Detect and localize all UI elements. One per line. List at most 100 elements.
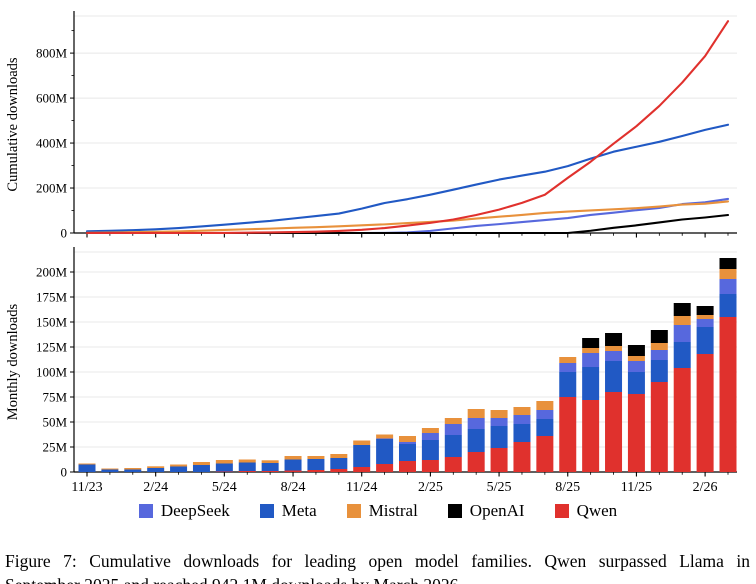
bar-segment [559, 363, 577, 372]
bar-segment [605, 351, 623, 361]
legend-swatch-deepseek [138, 504, 153, 518]
bar-segment [673, 368, 691, 472]
bar-segment [627, 394, 645, 472]
bar-segment [376, 438, 394, 439]
bar-segment [444, 418, 462, 424]
bar-segment [605, 361, 623, 392]
bar-segment [421, 433, 439, 440]
cumulative-downloads-chart: 0 200M 400M 600M 800M Cumulative downloads [5, 11, 737, 241]
caption-line-1: Figure 7: Cumulative downloads for leadi… [5, 550, 750, 571]
y-tick-label: 150M [36, 315, 68, 330]
bar-segment [490, 426, 508, 448]
bar-segment [536, 410, 554, 419]
bar-segment [101, 468, 119, 470]
bar-segment [559, 372, 577, 397]
bar-segment [696, 319, 714, 327]
bar-segment [284, 459, 302, 471]
bar-segment [170, 464, 188, 467]
x-tick-label: 11/24 [346, 480, 377, 495]
bar-segment [696, 306, 714, 315]
y-tick-label: 0 [61, 226, 68, 241]
bar-segment [284, 456, 302, 460]
bar-segment [467, 429, 485, 452]
bar-segment [627, 345, 645, 356]
bar-segment [307, 456, 325, 459]
bar-segment [719, 269, 737, 279]
bar-segment [421, 440, 439, 460]
bar-segment [719, 294, 737, 317]
bar-segment [307, 470, 325, 472]
bar-segment [147, 468, 165, 472]
y-tick-label: 25M [42, 440, 67, 455]
legend-item-meta: Meta [259, 501, 317, 521]
legend-label: Meta [281, 501, 317, 520]
bar-segment [513, 407, 531, 415]
bar-segment [261, 463, 279, 471]
bar-segment [559, 397, 577, 472]
y-axis-label: Cumulative downloads [5, 57, 21, 191]
bar-segment [192, 462, 210, 465]
x-tick-label: 5/24 [212, 480, 237, 495]
bar-segment [582, 338, 600, 348]
bar-segment [490, 448, 508, 472]
bar-segment [284, 470, 302, 472]
line-series-mistral [85, 200, 730, 234]
bar-segment [399, 444, 416, 461]
bar-segment [78, 464, 96, 472]
y-tick-label: 125M [36, 340, 68, 355]
line-series-qwen [85, 20, 730, 235]
legend-label: Qwen [576, 501, 618, 520]
bar-segment [399, 461, 416, 472]
bar-segment [650, 382, 668, 472]
axes: 0 200M 400M 600M 800M [36, 11, 737, 241]
bar-segment [215, 463, 233, 472]
legend-item-mistral: Mistral [346, 501, 418, 521]
bar-segment [444, 457, 462, 472]
legend-swatch-meta [259, 504, 274, 518]
bar-segment [467, 418, 485, 429]
bar-segment [124, 469, 142, 472]
bar-segment [627, 372, 645, 394]
bar-segment [261, 471, 279, 472]
legend-label: OpenAI [469, 501, 525, 520]
bar-segment [605, 346, 623, 351]
bar-segment [627, 361, 645, 372]
bar-segment [536, 436, 554, 472]
bar-segment [124, 468, 142, 470]
y-tick-label: 50M [42, 415, 67, 430]
bar-segment [582, 348, 600, 353]
bar-segment [696, 327, 714, 354]
bar-segment [330, 458, 348, 469]
bar-segment [467, 409, 485, 418]
legend-item-deepseek: DeepSeek [138, 501, 230, 521]
y-tick-label: 400M [36, 136, 68, 151]
legend-item-qwen: Qwen [554, 501, 618, 521]
legend-swatch-openai [447, 504, 462, 518]
bar-segment [376, 434, 394, 439]
bar-segment [650, 360, 668, 382]
x-tick-label: 2/24 [143, 480, 168, 495]
bar-segment [444, 424, 462, 435]
caption-line-2: September 2025 and reached 942.1M downlo… [5, 573, 750, 584]
bar-series-meta [78, 294, 737, 472]
bar-segment [513, 415, 531, 424]
x-tick-label: 11/23 [71, 480, 102, 495]
bar-segment [650, 350, 668, 360]
y-axis-label: Monthly downloads [5, 303, 21, 420]
legend-swatch-qwen [554, 504, 569, 518]
x-tick-label: 8/24 [281, 480, 306, 495]
bar-segment [490, 418, 508, 426]
bar-segment [376, 464, 394, 472]
y-tick-label: 600M [36, 91, 68, 106]
x-tick-label: 11/25 [621, 480, 652, 495]
bar-segment [719, 258, 737, 269]
bar-segment [536, 419, 554, 436]
monthly-downloads-chart: 0 25M 50M 75M 100M 125M 150M 175M 200M 11/23 2/24 5… [5, 247, 737, 495]
line-series-meta [85, 123, 730, 233]
bar-segment [719, 279, 737, 294]
bar-segment [490, 410, 508, 418]
bar-series-qwen [215, 317, 737, 472]
bar-segment [376, 439, 394, 464]
bar-segment [330, 454, 348, 458]
